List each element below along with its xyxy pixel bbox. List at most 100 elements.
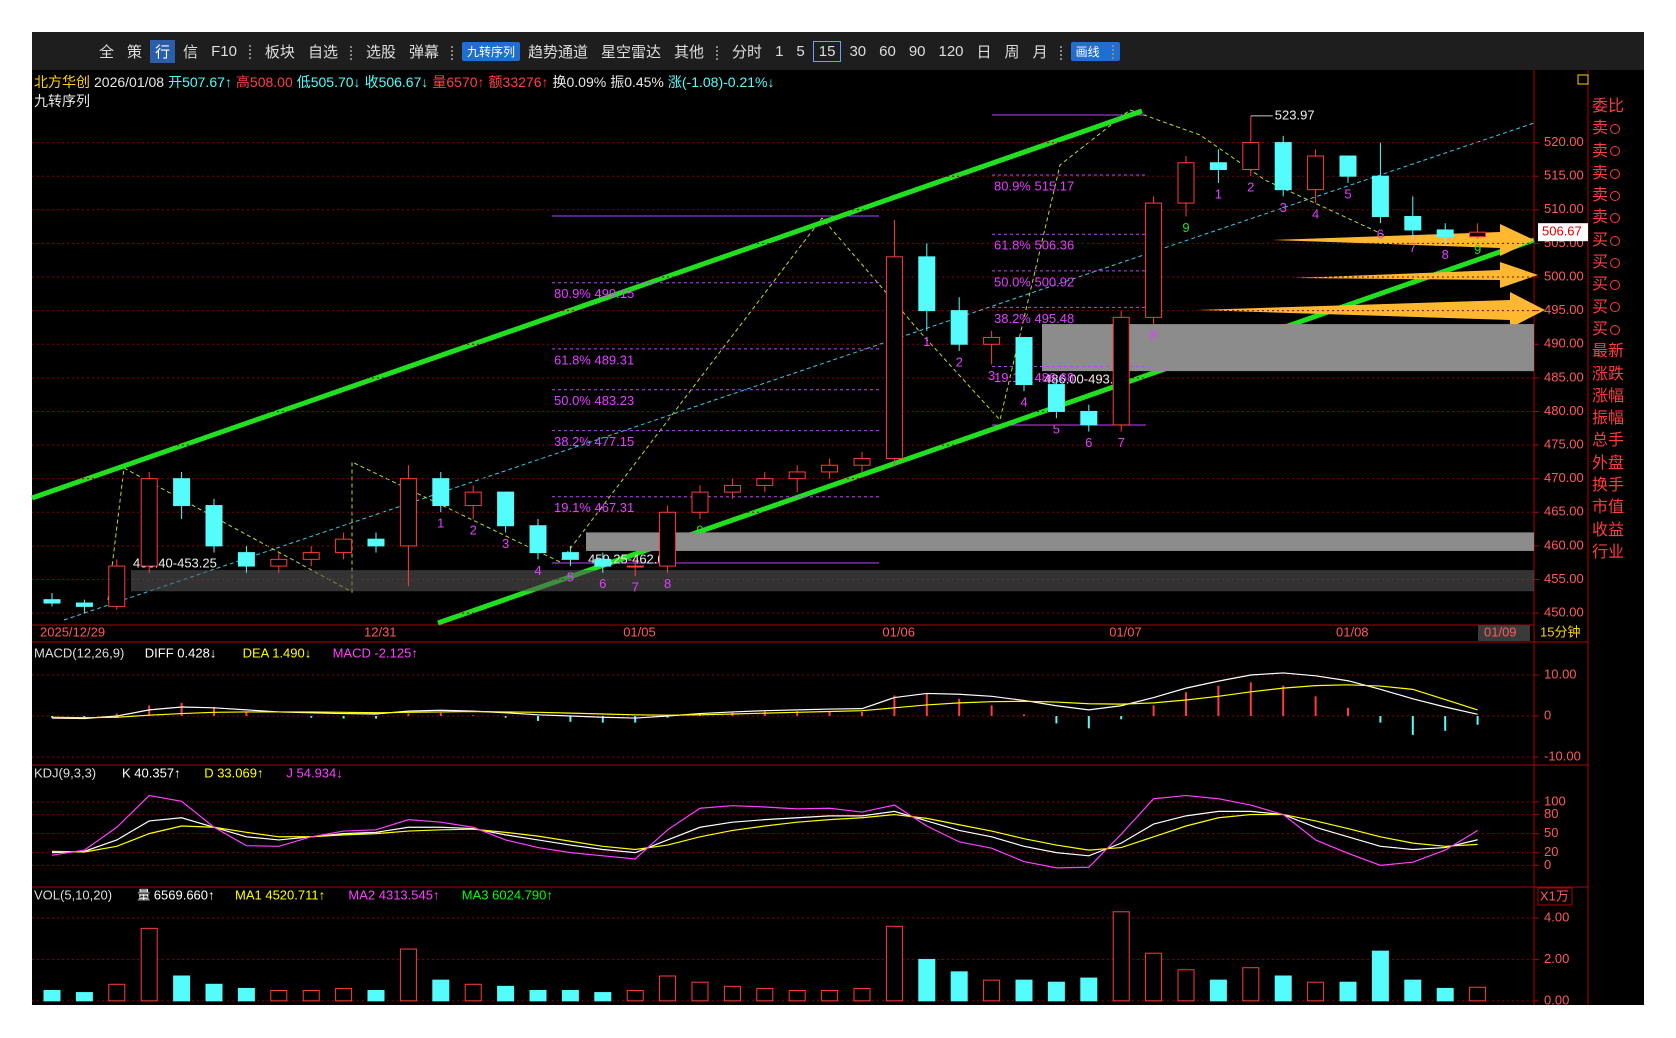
y-tick-label: 450.00 — [1544, 605, 1584, 620]
info-value: 33276↑ — [502, 74, 549, 90]
toolbar-item[interactable]: 60 — [879, 42, 896, 60]
info-value: 506.67↓ — [378, 74, 429, 90]
info-value: 507.67↑ — [182, 74, 232, 90]
x-tick-label: 01/05 — [623, 624, 656, 639]
y-tick-label: 0 — [1544, 707, 1551, 722]
candle-body — [302, 552, 320, 560]
toolbar-item[interactable]: 自选 — [303, 40, 358, 63]
toolbar-item[interactable]: 90 — [908, 42, 926, 60]
zone-label: 486.00-493.00 — [1044, 372, 1128, 387]
volume-bar — [367, 990, 385, 1002]
toolbar-item[interactable]: 其他 — [669, 40, 724, 63]
volume-bar — [788, 990, 806, 1002]
info-field: 高508.00 — [236, 74, 293, 90]
candle-body — [529, 525, 547, 554]
volume-bar — [1209, 979, 1227, 1002]
fib-label: 80.9% 499.15 — [554, 286, 634, 301]
toolbar-item[interactable]: 九转序列 — [461, 41, 520, 61]
candle-body — [270, 558, 288, 567]
volume-bar — [1047, 981, 1065, 1002]
info-value: 0.09% — [566, 74, 607, 90]
candle-body — [173, 478, 191, 507]
side-label: 买 — [1592, 297, 1644, 319]
y-tick-label: 4.00 — [1544, 909, 1569, 924]
candle-body — [497, 491, 515, 527]
volume-bar — [691, 981, 709, 1002]
candle-body — [237, 552, 255, 567]
toolbar-item[interactable]: 15 — [812, 40, 842, 62]
candle-body — [756, 478, 774, 486]
info-label: 振 — [610, 74, 625, 90]
nine-turn-count: 7 — [1118, 435, 1125, 450]
toolbar-item[interactable]: 画线 — [1070, 41, 1120, 61]
nine-turn-count: 3 — [988, 368, 995, 383]
toolbar-item[interactable]: 5 — [796, 42, 805, 60]
toolbar-item[interactable]: 星空雷达 — [601, 43, 662, 61]
candle-body — [1145, 202, 1163, 318]
indicator-value: J 54.934↓ — [286, 765, 342, 780]
volume-bar — [659, 975, 677, 1002]
toolbar-item[interactable]: 板块 — [264, 43, 295, 61]
candle-body — [950, 310, 968, 345]
toolbar-item[interactable]: 行 — [150, 39, 176, 63]
side-label: 卖 — [1592, 185, 1644, 207]
volume-bar — [1274, 975, 1292, 1002]
candle-body — [1339, 155, 1357, 177]
toolbar-item[interactable]: 120 — [938, 42, 964, 60]
candle-body — [821, 464, 839, 473]
candle-body — [1209, 162, 1227, 170]
info-value: (-1.08)-0.21%↓ — [681, 74, 775, 90]
candle-body — [1047, 384, 1065, 412]
toolbar-item[interactable]: 全 — [99, 43, 115, 61]
volume-bar — [302, 990, 320, 1002]
toolbar-item[interactable]: 周 — [1004, 43, 1020, 61]
candle-body — [43, 599, 61, 604]
next-date: 01/09 — [1484, 624, 1517, 639]
y-tick-label: 0 — [1544, 857, 1551, 872]
candle-body — [723, 484, 741, 493]
fib-label: 61.8% 506.36 — [994, 238, 1074, 253]
toolbar-item[interactable]: 策 — [127, 43, 143, 61]
candle-body — [691, 491, 709, 513]
toolbar-item[interactable]: F10 — [206, 42, 257, 61]
volume-bar — [983, 979, 1001, 1002]
side-label: 总手 — [1592, 432, 1625, 450]
candle-body — [140, 478, 158, 567]
toolbar-item[interactable]: 日 — [976, 43, 992, 61]
fib-label: 50.0% 500.92 — [994, 274, 1074, 289]
y-tick-label: 0.00 — [1544, 992, 1569, 1007]
toolbar-item[interactable]: 1 — [775, 42, 784, 60]
y-tick-label: 100 — [1544, 793, 1566, 808]
j-line — [51, 794, 1478, 869]
info-field: 收506.67↓ — [365, 74, 429, 90]
unit-label: X1万 — [1540, 888, 1569, 903]
volume-bar — [140, 927, 158, 1002]
x-tick-label: 12/31 — [364, 624, 397, 639]
toolbar-item[interactable]: 信 — [183, 43, 199, 61]
volume-bar — [1177, 969, 1195, 1002]
toolbar-item[interactable]: 分时 — [732, 43, 763, 61]
indicator-value: D 33.069↑ — [204, 765, 263, 780]
toolbar-item[interactable]: 趋势通道 — [528, 43, 589, 61]
channel-lower — [437, 237, 1535, 626]
info-value: 6570↑ — [446, 74, 485, 90]
toolbar-item[interactable]: 选股 — [365, 43, 396, 61]
app-background — [32, 32, 1644, 1005]
volume-bar — [723, 985, 741, 1002]
indicator-value: DEA 1.490↓ — [243, 645, 312, 660]
volume-bar — [75, 992, 93, 1002]
toolbar-item[interactable]: 30 — [849, 42, 867, 60]
volume-bar — [594, 992, 612, 1002]
side-label: 卖 — [1592, 141, 1644, 163]
fib-label: 61.8% 489.31 — [554, 352, 634, 367]
info-field: 换0.09% — [552, 74, 606, 90]
volume-bar — [853, 987, 871, 1002]
info-field: 低505.70↓ — [297, 74, 361, 90]
toolbar-item[interactable]: 弹幕 — [404, 40, 459, 63]
toolbar-item[interactable]: 月 — [1028, 40, 1068, 63]
volume-bar — [756, 987, 774, 1002]
volume-bar — [432, 979, 450, 1002]
fib-label: 50.0% 483.23 — [554, 393, 634, 408]
x-tick-label: 01/07 — [1109, 624, 1142, 639]
